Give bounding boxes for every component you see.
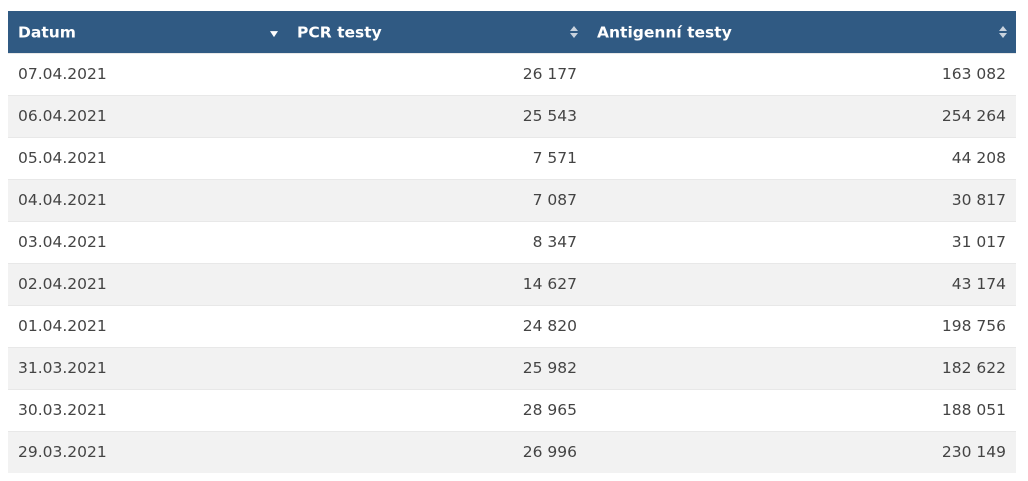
cell-antigen: 31 017 (587, 220, 1016, 263)
cell-datum: 07.04.2021 (8, 52, 287, 95)
cell-antigen: 230 149 (587, 430, 1016, 473)
cell-datum: 29.03.2021 (8, 430, 287, 473)
cell-pcr: 25 982 (287, 346, 587, 389)
cell-antigen: 44 208 (587, 136, 1016, 179)
data-table-container: Datum PCR testy Antigenní testy (8, 11, 1016, 473)
column-header-label: Antigenní testy (597, 23, 732, 41)
cell-datum: 02.04.2021 (8, 262, 287, 305)
cell-antigen: 254 264 (587, 94, 1016, 137)
cell-pcr: 7 571 (287, 136, 587, 179)
sort-both-icon (570, 25, 578, 39)
column-header-label: PCR testy (297, 23, 382, 41)
column-header-label: Datum (18, 23, 76, 41)
cell-pcr: 26 177 (287, 52, 587, 95)
cell-datum: 05.04.2021 (8, 136, 287, 179)
cell-antigen: 198 756 (587, 304, 1016, 347)
cell-datum: 01.04.2021 (8, 304, 287, 347)
cell-antigen: 182 622 (587, 346, 1016, 389)
sort-descending-icon (270, 30, 278, 37)
table-row: 06.04.2021 25 543 254 264 (8, 94, 1016, 137)
column-header-datum[interactable]: Datum (8, 11, 287, 53)
table-row: 29.03.2021 26 996 230 149 (8, 430, 1016, 473)
cell-datum: 04.04.2021 (8, 178, 287, 221)
header-row: Datum PCR testy Antigenní testy (8, 11, 1016, 53)
table-row: 05.04.2021 7 571 44 208 (8, 136, 1016, 179)
table-header: Datum PCR testy Antigenní testy (8, 11, 1016, 53)
table-row: 03.04.2021 8 347 31 017 (8, 220, 1016, 263)
cell-pcr: 28 965 (287, 388, 587, 431)
table-row: 01.04.2021 24 820 198 756 (8, 304, 1016, 347)
cell-datum: 31.03.2021 (8, 346, 287, 389)
table-row: 07.04.2021 26 177 163 082 (8, 52, 1016, 95)
cell-antigen: 43 174 (587, 262, 1016, 305)
table-body: 07.04.2021 26 177 163 082 06.04.2021 25 … (8, 52, 1016, 473)
column-header-antigen[interactable]: Antigenní testy (587, 11, 1016, 53)
cell-pcr: 26 996 (287, 430, 587, 473)
table-row: 30.03.2021 28 965 188 051 (8, 388, 1016, 431)
table-row: 02.04.2021 14 627 43 174 (8, 262, 1016, 305)
cell-datum: 06.04.2021 (8, 94, 287, 137)
cell-pcr: 8 347 (287, 220, 587, 263)
testing-table: Datum PCR testy Antigenní testy (8, 11, 1016, 473)
table-row: 04.04.2021 7 087 30 817 (8, 178, 1016, 221)
sort-both-icon (999, 25, 1007, 39)
cell-antigen: 188 051 (587, 388, 1016, 431)
cell-pcr: 24 820 (287, 304, 587, 347)
cell-datum: 03.04.2021 (8, 220, 287, 263)
cell-pcr: 7 087 (287, 178, 587, 221)
cell-datum: 30.03.2021 (8, 388, 287, 431)
cell-antigen: 163 082 (587, 52, 1016, 95)
column-header-pcr[interactable]: PCR testy (287, 11, 587, 53)
cell-pcr: 25 543 (287, 94, 587, 137)
cell-antigen: 30 817 (587, 178, 1016, 221)
table-row: 31.03.2021 25 982 182 622 (8, 346, 1016, 389)
cell-pcr: 14 627 (287, 262, 587, 305)
